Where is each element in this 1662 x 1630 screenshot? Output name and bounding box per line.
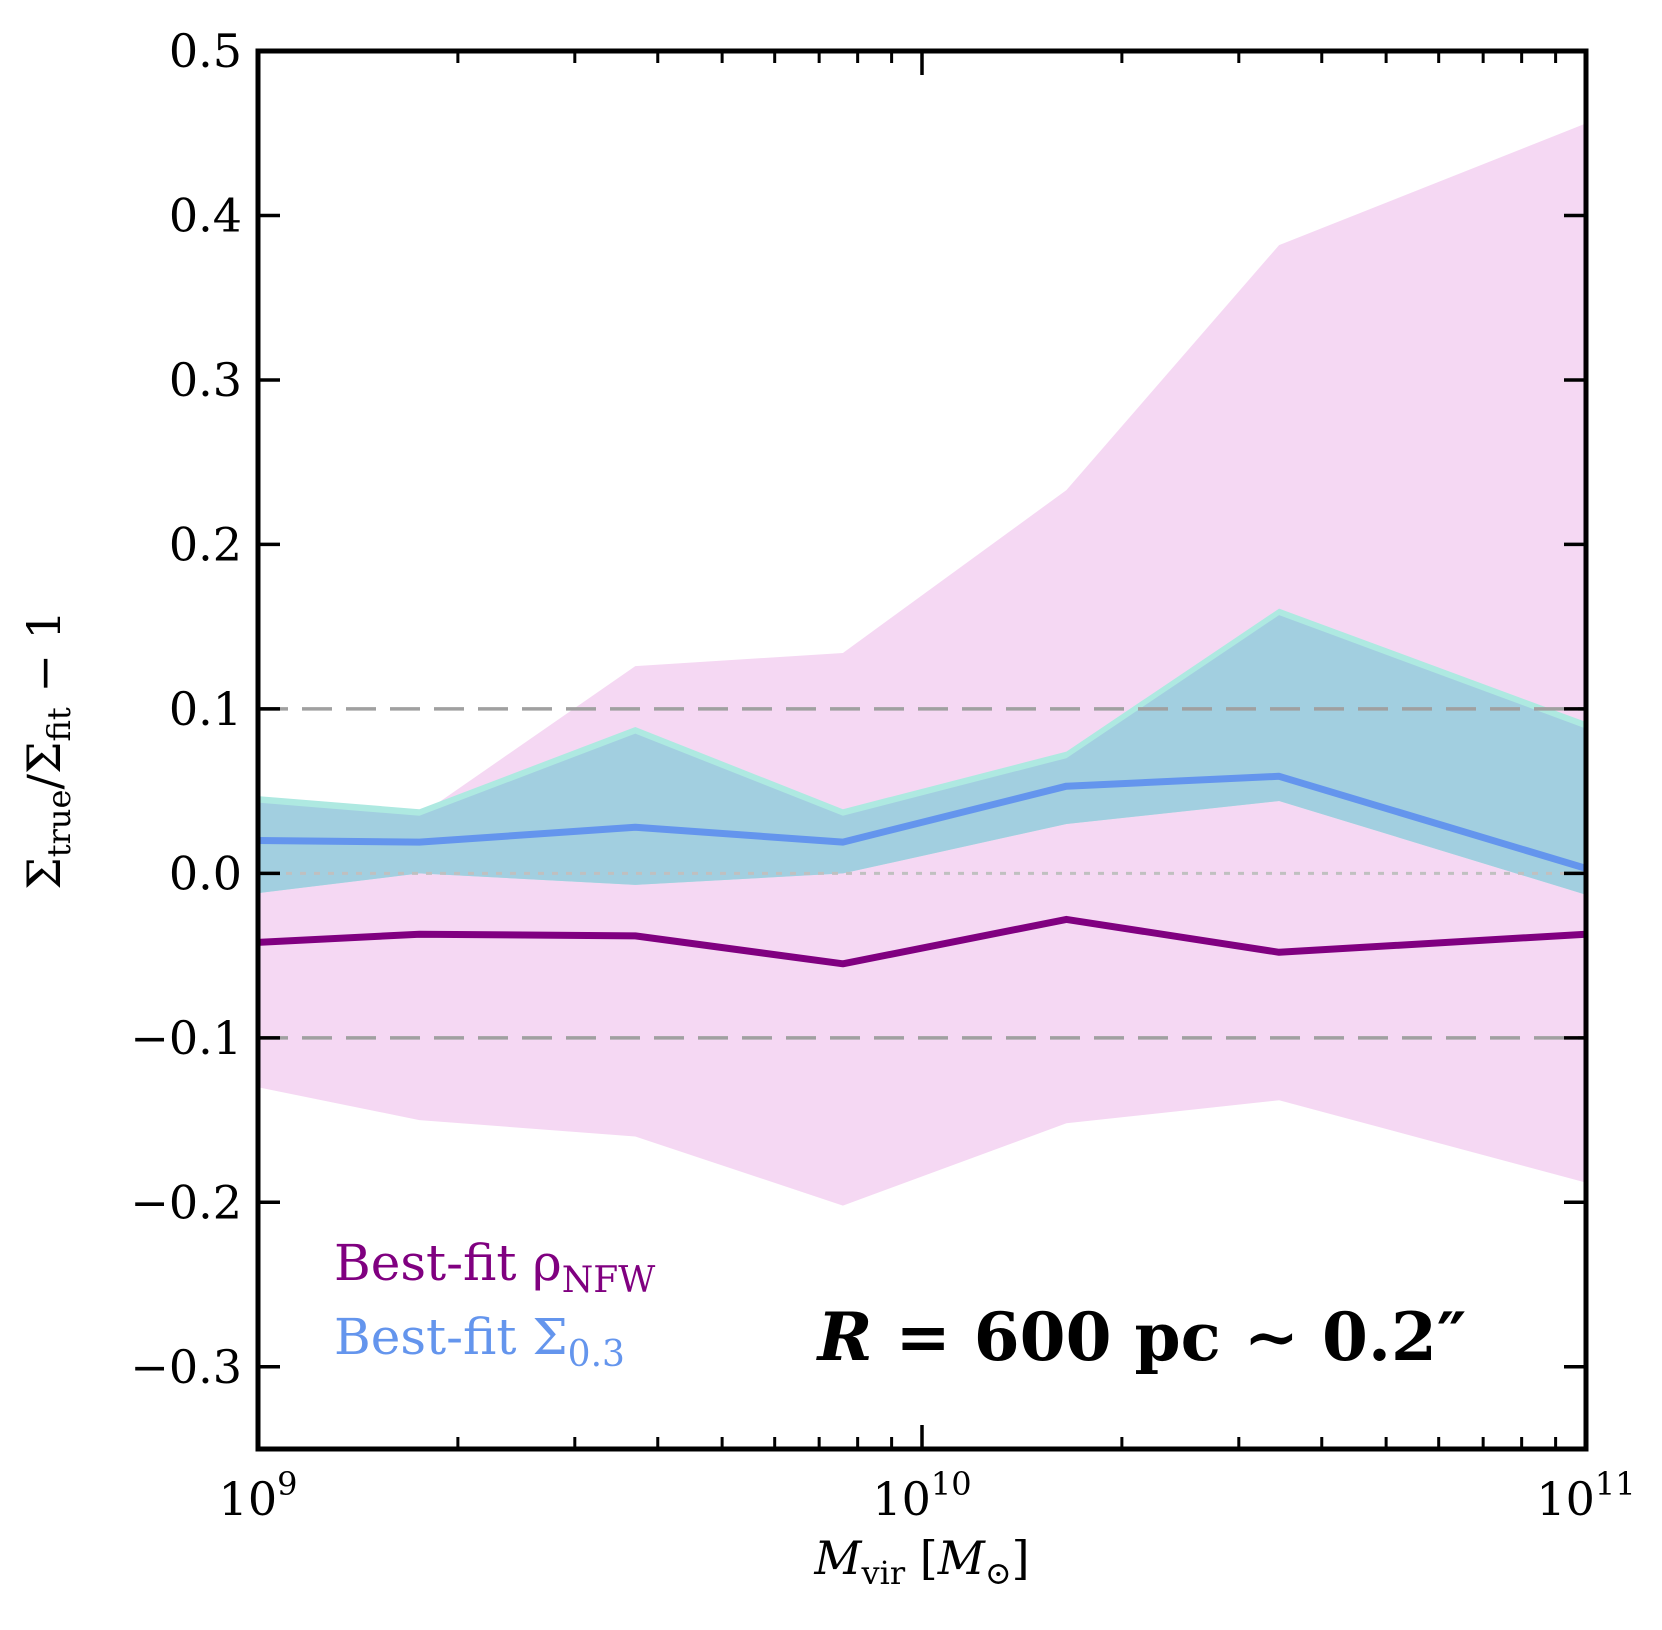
x-tick-label-2: 1011 bbox=[1536, 1465, 1635, 1526]
y-axis-mid: /Σ bbox=[17, 742, 71, 790]
legend-nfw-main: Best-fit ρ bbox=[334, 1234, 562, 1292]
y-axis-tail: − 1 bbox=[17, 610, 71, 707]
y-tick-label-7: −0.2 bbox=[130, 1175, 242, 1229]
legend-sigma-sub: 0.3 bbox=[568, 1334, 625, 1375]
x-tick-exponent-0: 9 bbox=[277, 1465, 297, 1503]
y-tick-label-2: 0.3 bbox=[169, 353, 242, 407]
y-tick-label-5: 0.0 bbox=[169, 846, 242, 900]
y-tick-label-6: −0.1 bbox=[130, 1011, 242, 1065]
radius-annotation: R = 600 pc ∼ 0.2″ bbox=[816, 1298, 1467, 1376]
reference-lines bbox=[258, 707, 1586, 1040]
y-axis-sub-true: true bbox=[40, 790, 78, 858]
x-tick-labels: 109 1010 1011 bbox=[219, 1465, 1636, 1526]
plot-frame bbox=[255, 48, 1589, 1452]
y-axis-title: Σtrue/Σfit − 1 bbox=[17, 610, 78, 890]
x-tick-label-0: 109 bbox=[219, 1465, 298, 1526]
x-tick-base-2: 10 bbox=[1536, 1472, 1595, 1526]
y-tick-label-4: 0.1 bbox=[169, 682, 242, 736]
median-line-0 bbox=[258, 915, 1586, 968]
y-axis-sigma: Σ bbox=[17, 857, 71, 890]
y-axis-sub-fit: fit bbox=[40, 707, 78, 741]
legend-entry-sigma: Best-fit Σ0.3 bbox=[334, 1308, 625, 1375]
y-tick-labels: 0.5 0.4 0.3 0.2 0.1 0.0 −0.1 −0.2 −0.3 bbox=[130, 24, 242, 1394]
y-tick-label-1: 0.4 bbox=[169, 188, 242, 242]
median-line-1 bbox=[258, 772, 1586, 872]
x-axis-title: Mvir [M⊙] bbox=[813, 1531, 1029, 1592]
annotation-r: R bbox=[816, 1298, 873, 1376]
x-tick-base-1: 10 bbox=[872, 1472, 931, 1526]
annotation-rest: = 600 pc ∼ 0.2″ bbox=[872, 1298, 1466, 1376]
x-tick-exponent-2: 11 bbox=[1595, 1465, 1636, 1503]
y-tick-label-0: 0.5 bbox=[169, 24, 242, 78]
x-axis-main: M bbox=[813, 1531, 863, 1585]
x-axis-unit-sub: ⊙ bbox=[985, 1554, 1012, 1592]
band-1 bbox=[258, 615, 1586, 895]
x-tick-exponent-1: 10 bbox=[931, 1465, 972, 1503]
legend-nfw-sub: NFW bbox=[562, 1260, 655, 1301]
uncertainty-bands bbox=[258, 123, 1586, 1206]
x-tick-label-1: 1010 bbox=[872, 1465, 971, 1526]
legend-entry-nfw: Best-fit ρNFW bbox=[334, 1234, 655, 1301]
x-tick-base-0: 10 bbox=[219, 1472, 278, 1526]
y-tick-label-8: −0.3 bbox=[130, 1340, 242, 1394]
x-axis-unit-main: M bbox=[937, 1531, 987, 1585]
x-axis-unit-open: [ bbox=[905, 1531, 938, 1585]
x-axis-unit-close: ] bbox=[1012, 1531, 1030, 1585]
y-tick-label-3: 0.2 bbox=[169, 517, 242, 571]
legend-sigma-main: Best-fit Σ bbox=[334, 1308, 568, 1366]
median-lines bbox=[258, 772, 1586, 968]
x-axis-sub: vir bbox=[861, 1554, 906, 1592]
